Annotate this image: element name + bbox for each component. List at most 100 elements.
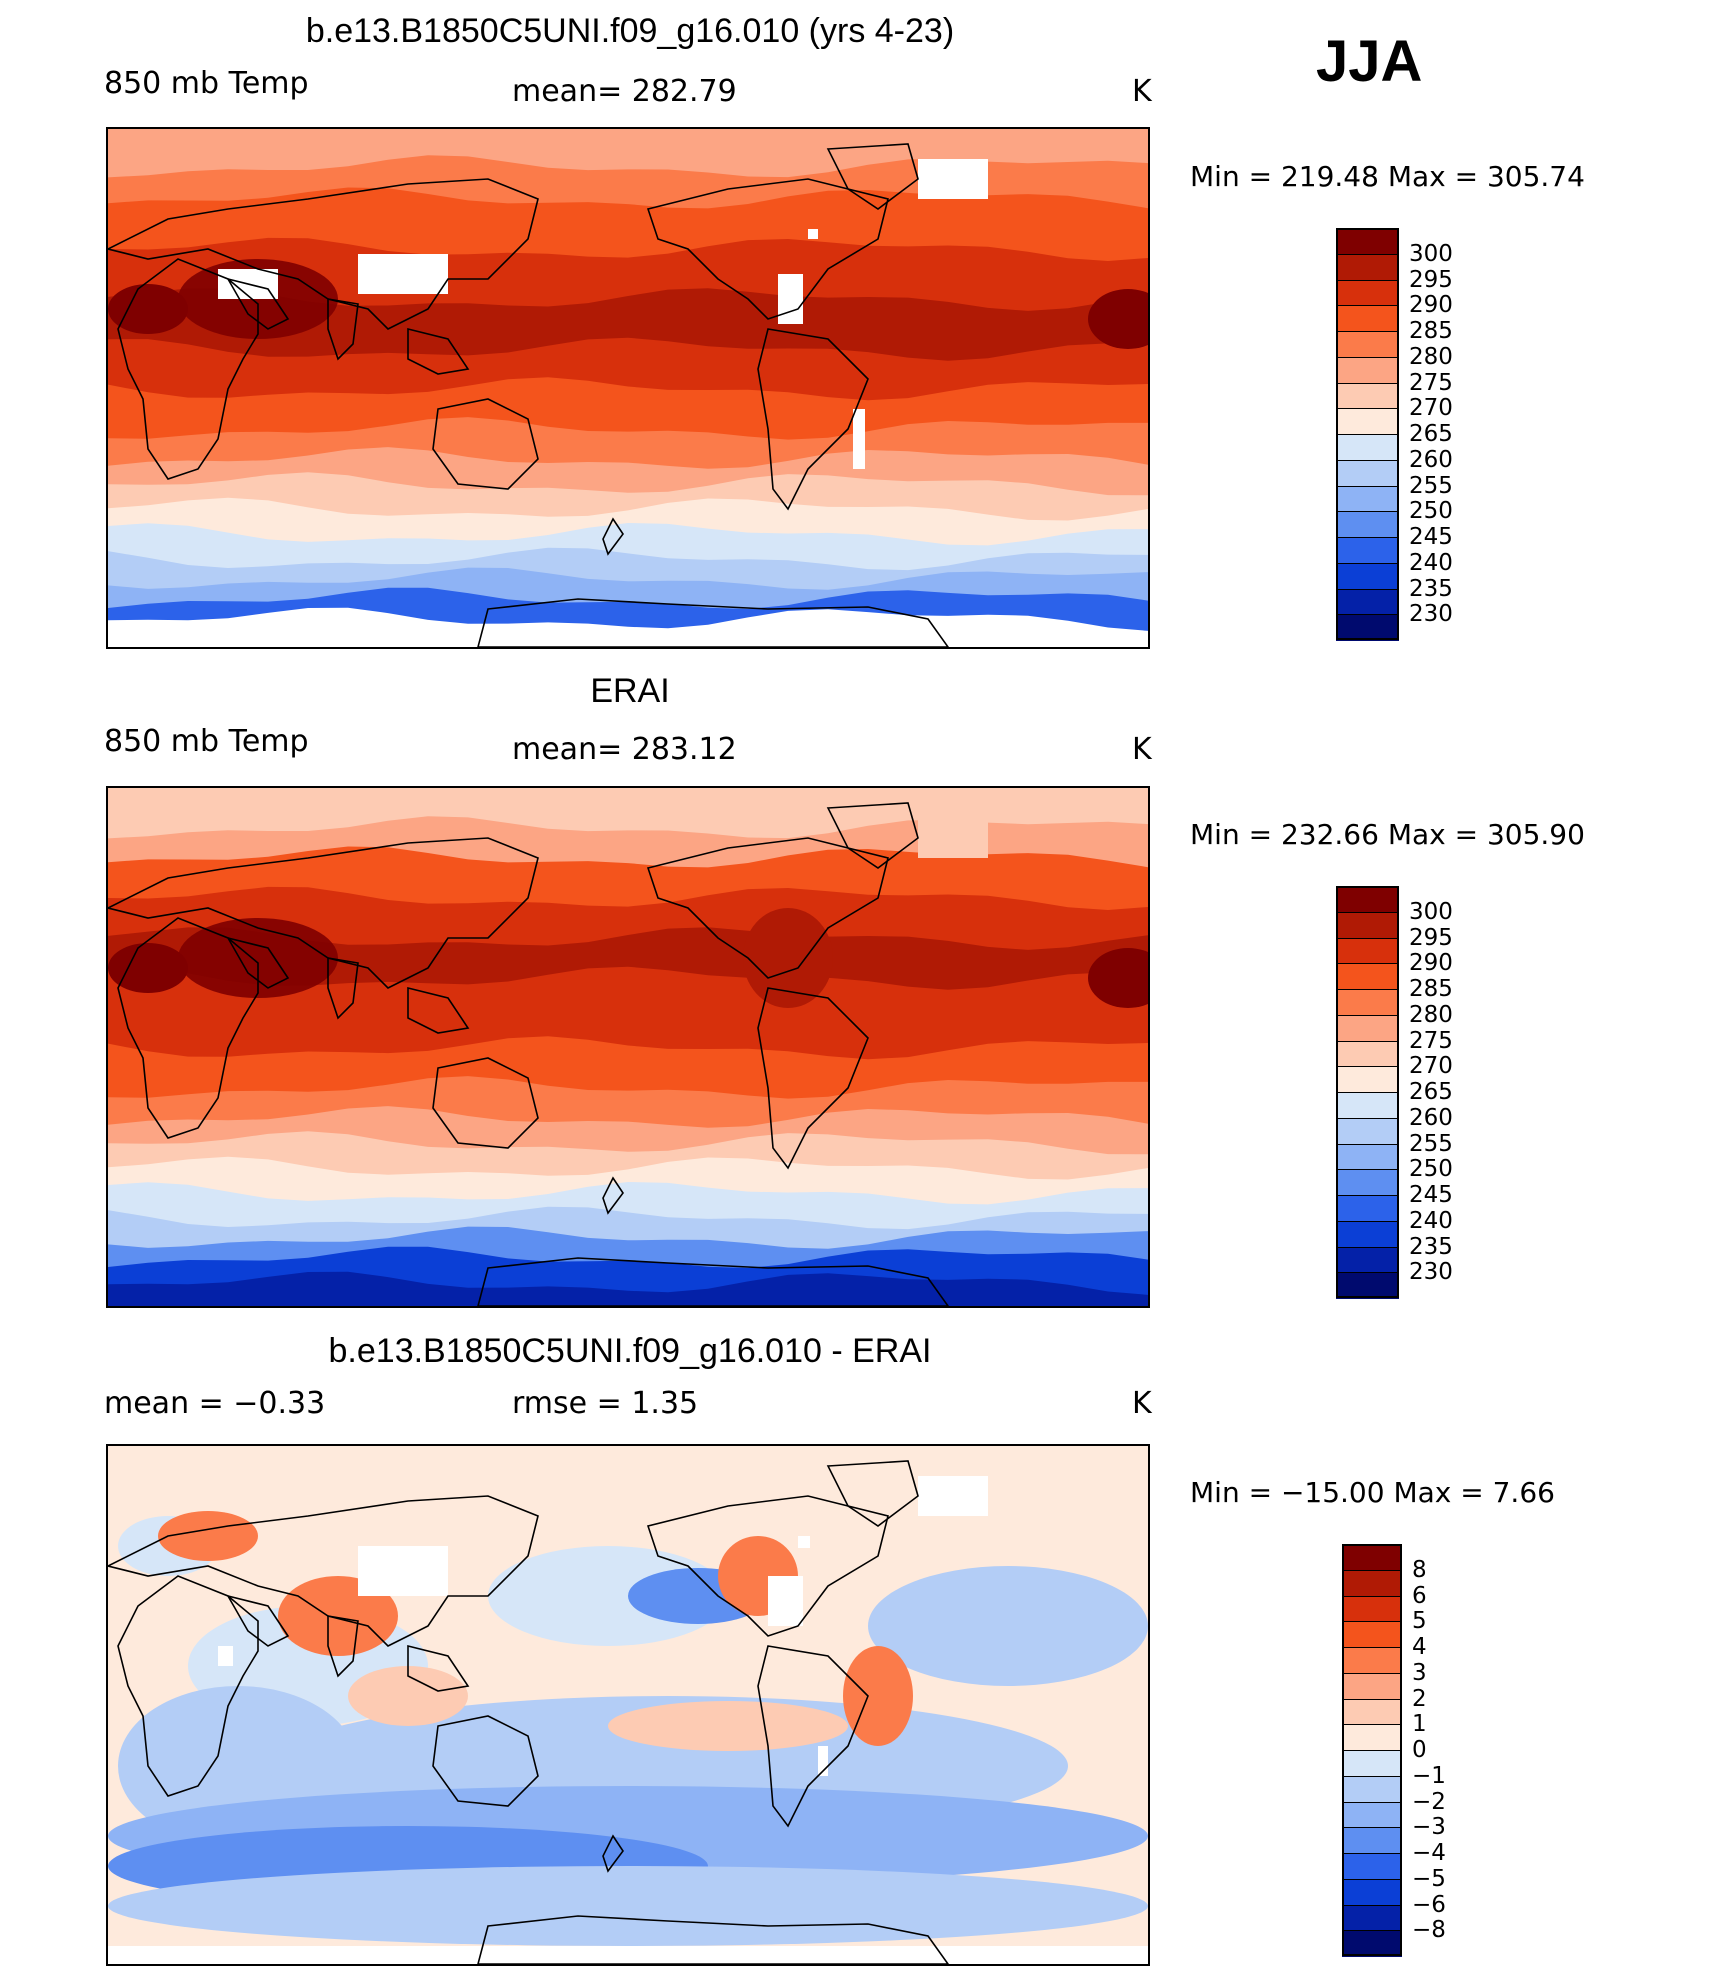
- colorbar-tick-label: 285: [1409, 318, 1453, 344]
- panel1-map: [106, 127, 1150, 649]
- colorbar-tick-label: −2: [1412, 1788, 1446, 1815]
- colorbar-swatch: [1336, 562, 1399, 590]
- colorbar-swatch: [1336, 305, 1399, 332]
- colorbar-swatch: [1336, 537, 1399, 564]
- colorbar-tick-label: 290: [1409, 292, 1453, 319]
- coastline: [432, 1715, 539, 1807]
- colorbar-swatch: [1342, 1698, 1402, 1726]
- panel1-title: b.e13.B1850C5UNI.f09_g16.010 (yrs 4-23): [305, 12, 955, 50]
- colorbar-tick-label: 230: [1409, 601, 1453, 628]
- panel1-map-svg: [108, 129, 1148, 647]
- colorbar-tick-label: 300: [1409, 240, 1453, 267]
- coastline: [757, 328, 869, 511]
- panel3-units: K: [1132, 1386, 1152, 1421]
- temperature-contour-band: [108, 607, 1148, 647]
- colorbar-swatch: [1336, 382, 1399, 410]
- coastline: [226, 1594, 290, 1647]
- colorbar-tick-label: 295: [1409, 266, 1453, 293]
- colorbar-tick-label: 270: [1409, 1053, 1453, 1080]
- missing-data-region: [918, 159, 988, 199]
- colorbar-swatch: [1336, 937, 1399, 965]
- panel3-rmse-label: rmse = 1.35: [512, 1386, 699, 1421]
- colorbar-swatch: [1342, 1853, 1402, 1880]
- colorbar-swatch: [1342, 1775, 1402, 1803]
- colorbar-tick-label: 300: [1409, 898, 1453, 925]
- panel1-colorbar: 300 295 290 285 280 275 270 265 260 255 250 245 240 2…: [1336, 228, 1453, 641]
- colorbar-tick-label: 235: [1409, 1233, 1453, 1260]
- coastline: [477, 1915, 949, 1964]
- colorbar-tick-label: 0: [1412, 1737, 1427, 1763]
- panel2-colorbar: 300 295 290 285 280 275 270 265 260 255 250 245 240 2…: [1336, 886, 1453, 1299]
- colorbar-swatch: [1336, 228, 1399, 255]
- panel2-map-svg: [108, 788, 1148, 1306]
- panel1-units: K: [1132, 74, 1152, 109]
- missing-data-region: [918, 1476, 988, 1516]
- colorbar-swatch: [1336, 1195, 1399, 1222]
- colorbar-tick-label: 230: [1409, 1259, 1453, 1286]
- colorbar-tick-label: 265: [1409, 1079, 1453, 1105]
- colorbar-swatch: [1336, 911, 1399, 939]
- coastline: [108, 178, 539, 330]
- colorbar-tick-label: 295: [1409, 924, 1453, 951]
- colorbar-tick-label: 265: [1409, 421, 1453, 447]
- map-fill-layer: [108, 788, 1148, 1306]
- colorbar-swatch: [1336, 253, 1399, 281]
- coastline: [117, 1575, 259, 1797]
- hotspot-region: [108, 284, 188, 334]
- missing-data-region: [108, 1946, 1148, 1964]
- panel2-minmax: Min = 232.66 Max = 305.90: [1190, 818, 1585, 851]
- missing-data-region: [853, 409, 865, 469]
- hotspot-region: [1088, 289, 1148, 349]
- hotspot-region: [1088, 948, 1148, 1008]
- panel3-colorbar: 8 6 5 4 3 2 1 0 −1 −2 −3 −4 −5 −6 −8: [1342, 1544, 1446, 1957]
- colorbar-swatch: [1336, 963, 1399, 990]
- coastline: [108, 1495, 539, 1647]
- colorbar-tick-label: 8: [1412, 1556, 1427, 1583]
- colorbar-swatch: [1342, 1544, 1402, 1571]
- coastline: [602, 517, 624, 556]
- colorbar-swatch: [1336, 1040, 1399, 1068]
- colorbar-swatch: [1336, 1272, 1399, 1299]
- colorbar-swatch: [1336, 485, 1399, 513]
- coastline: [757, 987, 869, 1170]
- coastline: [117, 258, 259, 480]
- coastline: [477, 598, 949, 647]
- coastlines: [108, 143, 949, 647]
- coastline: [477, 1257, 949, 1306]
- missing-data-region: [768, 1576, 803, 1626]
- coastline: [646, 178, 889, 320]
- temperature-contour-band: [108, 1271, 1148, 1306]
- colorbar-swatch: [1342, 1801, 1402, 1829]
- colorbar-frame: [1342, 1544, 1402, 1956]
- anomaly-region: [608, 1701, 848, 1751]
- coastline: [407, 986, 470, 1034]
- colorbar-swatch: [1336, 989, 1399, 1016]
- anomaly-region: [868, 1566, 1148, 1686]
- panel1-mean-label: mean= 282.79: [512, 74, 737, 109]
- missing-data-region: [778, 274, 803, 324]
- colorbar-tick-label: 245: [1409, 1182, 1453, 1208]
- coastline: [602, 1834, 624, 1873]
- colorbar-tick-label: 2: [1412, 1685, 1427, 1712]
- colorbar-tick-label: 240: [1409, 549, 1453, 576]
- colorbar-tick-label: −3: [1412, 1814, 1446, 1841]
- panel3-mean-label: mean = −0.33: [104, 1386, 326, 1421]
- missing-data-region: [358, 1546, 448, 1596]
- coastline: [226, 936, 290, 989]
- hotspot-region: [108, 943, 188, 993]
- coastline: [327, 298, 359, 361]
- hotspot-region: [743, 908, 833, 1008]
- coastline: [826, 143, 919, 210]
- colorbar-tick-label: 275: [1409, 1027, 1453, 1054]
- coastline: [226, 277, 290, 330]
- coastline: [432, 1057, 539, 1149]
- colorbar-tick-label: 4: [1412, 1634, 1427, 1660]
- map-fill-layer: [108, 129, 1148, 647]
- colorbar-tick-label: −1: [1412, 1762, 1446, 1789]
- panel1-field-label: 850 mb Temp: [104, 66, 309, 101]
- missing-data-region: [218, 1646, 233, 1666]
- colorbar-tick-label: −8: [1412, 1917, 1446, 1944]
- coastline: [327, 957, 359, 1020]
- colorbar-swatch: [1342, 1724, 1402, 1751]
- anomaly-region: [108, 1866, 1148, 1946]
